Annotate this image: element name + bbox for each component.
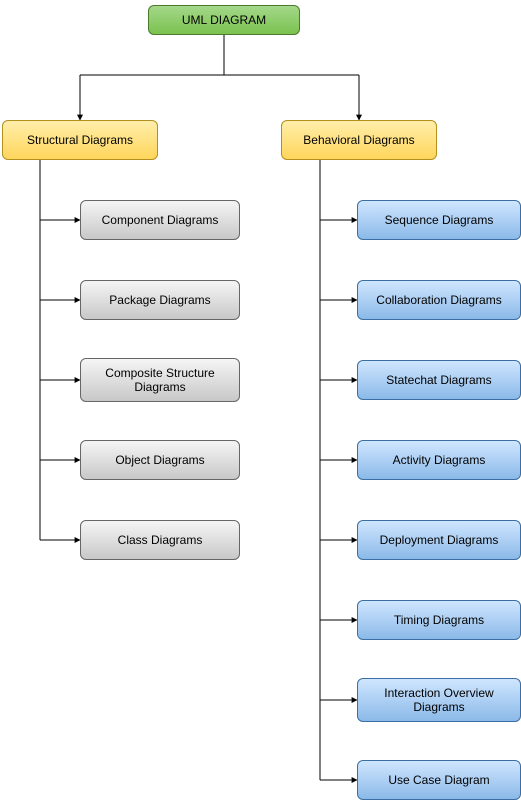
leaf-behavioral-5: Timing Diagrams <box>357 600 521 640</box>
leaf-behavioral-0: Sequence Diagrams <box>357 200 521 240</box>
leaf-behavioral-6: Interaction Overview Diagrams <box>357 678 521 722</box>
category-structural: Structural Diagrams <box>2 120 158 160</box>
category-behavioral: Behavioral Diagrams <box>281 120 437 160</box>
root-node: UML DIAGRAM <box>148 5 300 35</box>
leaf-behavioral-3: Activity Diagrams <box>357 440 521 480</box>
leaf-behavioral-2: Statechat Diagrams <box>357 360 521 400</box>
leaf-behavioral-1: Collaboration Diagrams <box>357 280 521 320</box>
leaf-structural-3: Object Diagrams <box>80 440 240 480</box>
leaf-structural-0: Component Diagrams <box>80 200 240 240</box>
leaf-behavioral-7: Use Case Diagram <box>357 760 521 800</box>
leaf-structural-1: Package Diagrams <box>80 280 240 320</box>
leaf-behavioral-4: Deployment Diagrams <box>357 520 521 560</box>
leaf-structural-2: Composite Structure Diagrams <box>80 358 240 402</box>
leaf-structural-4: Class Diagrams <box>80 520 240 560</box>
